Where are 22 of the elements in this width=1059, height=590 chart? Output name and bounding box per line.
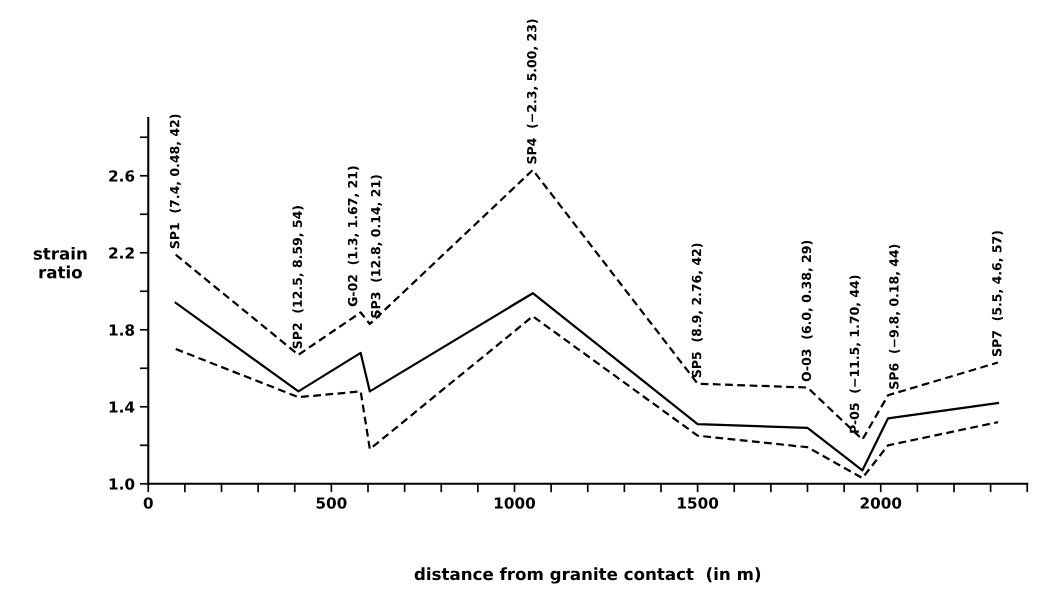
annotation: O-03 (6.0, 0.38, 29) [801, 240, 813, 382]
x-tick-label: 0 [143, 497, 153, 509]
x-tick-label: 1000 [494, 497, 536, 509]
y-axis-title: strain ratio [33, 246, 87, 279]
annotation: SP7 (5.5, 4.6, 57) [991, 231, 1004, 357]
x-axis-title: distance from granite contact (in m) [414, 567, 761, 584]
annotation: SP4 (−2.3, 5.00, 23) [526, 19, 539, 164]
annotation: SP2 (12.5, 8.59, 54) [292, 206, 304, 349]
annotation: G-02 (1.3, 1.67, 21) [347, 166, 359, 307]
y-tick-label: 1.8 [109, 324, 135, 336]
annotation: SP5 (8.9, 2.76, 42) [691, 243, 703, 378]
y-tick-label: 2.6 [109, 170, 135, 182]
x-tick-label: 1500 [678, 497, 719, 509]
y-tick-label: 2.2 [109, 247, 134, 259]
annotation: SP1 (7.4, 0.48, 42) [169, 114, 181, 249]
x-tick-label: 2000 [860, 497, 902, 509]
y-tick-label: 1.0 [109, 478, 135, 490]
y-tick-label: 1.4 [109, 401, 135, 413]
annotation: P-05 (−11.5, 1.70, 44) [849, 275, 861, 433]
x-tick-label: 500 [316, 497, 347, 509]
annotation: SP6 (−9.8, 0.18, 44) [888, 244, 901, 389]
annotation: SP3 (12.8, 0.14, 21) [370, 175, 382, 318]
